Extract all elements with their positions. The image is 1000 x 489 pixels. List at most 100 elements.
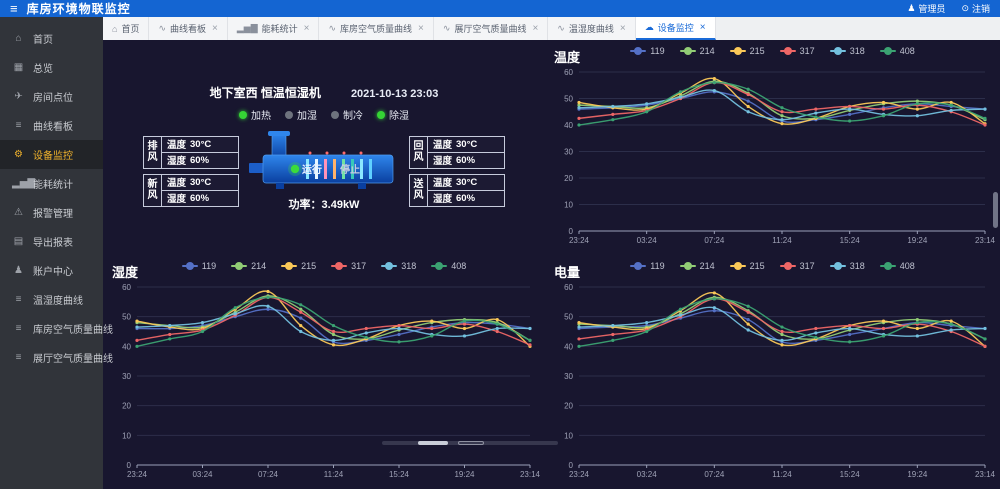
chart-title: 湿度 xyxy=(112,265,139,280)
legend-marker-icon xyxy=(331,262,348,270)
overview-icon: ▦ xyxy=(13,62,24,73)
chart-card: 湿度 119 214 215 317 318 408 0 10 20 30 40 50 60 23:24… xyxy=(103,255,545,489)
tab-close-icon[interactable]: × xyxy=(619,22,626,34)
mode-label: 加湿 xyxy=(297,111,317,122)
user-menu[interactable]: ♟ 管理员 xyxy=(907,2,945,15)
legend-label: 215 xyxy=(749,46,765,56)
machine-illustration: 运行 停止 xyxy=(249,131,394,189)
vent-column-right: 回风 温度 30°C 湿度 60% 送风 温度 30°C 湿度 60% xyxy=(409,135,505,207)
tab-close-icon[interactable]: × xyxy=(303,22,310,34)
sidebar-item[interactable]: ⚠ 报警管理 xyxy=(0,198,103,227)
legend-item-317[interactable]: 317 xyxy=(779,46,815,56)
tab-label: 库房空气质量曲线 xyxy=(340,24,413,34)
gridlines xyxy=(137,286,530,436)
svg-text:60: 60 xyxy=(564,283,573,292)
legend-item-119[interactable]: 119 xyxy=(181,261,216,271)
sidebar-item[interactable]: ⚙ 设备监控 xyxy=(0,140,103,169)
svg-text:20: 20 xyxy=(564,402,573,411)
sidebar-item[interactable]: ≡ 库房空气质量曲线 xyxy=(0,314,113,343)
tab[interactable]: ∿ 曲线看板 × xyxy=(149,17,228,40)
mode-status-dot xyxy=(285,110,293,119)
svg-text:19:24: 19:24 xyxy=(907,236,928,245)
legend-marker-icon xyxy=(829,262,846,270)
sidebar-item[interactable]: ▤ 导出报表 xyxy=(0,227,103,256)
series-line-408 xyxy=(577,81,987,127)
legend-item-318[interactable]: 318 xyxy=(829,46,865,56)
svg-text:23:24: 23:24 xyxy=(569,470,590,479)
sidebar-item[interactable]: ▂▅▇ 能耗统计 xyxy=(0,169,103,198)
legend-item-119[interactable]: 119 xyxy=(630,261,665,271)
legend-marker-icon xyxy=(281,262,298,270)
lines-icon: ≡ xyxy=(15,352,22,363)
legend-item-215[interactable]: 215 xyxy=(281,261,316,271)
menu-icon[interactable]: ≡ xyxy=(10,1,18,16)
home-icon: ⌂ xyxy=(15,33,22,44)
legend-item-215[interactable]: 215 xyxy=(729,46,765,56)
lines-icon: ≡ xyxy=(15,120,22,131)
svg-text:23:14: 23:14 xyxy=(975,470,996,479)
svg-text:20: 20 xyxy=(564,174,573,183)
legend-marker-icon xyxy=(729,262,746,270)
tab[interactable]: ∿ 展厅空气质量曲线 × xyxy=(433,17,549,40)
legend-item-408[interactable]: 408 xyxy=(431,261,466,271)
sidebar-item[interactable]: ≡ 曲线看板 xyxy=(0,111,103,140)
tab-label: 能耗统计 xyxy=(261,24,298,34)
legend-item-408[interactable]: 408 xyxy=(879,261,915,271)
legend-item-318[interactable]: 318 xyxy=(829,261,865,271)
tab-close-icon[interactable]: × xyxy=(418,22,424,34)
sidebar-item[interactable]: ⌂ 首页 xyxy=(0,24,103,53)
legend-label: 214 xyxy=(251,261,267,271)
mode-indicator: 除湿 xyxy=(377,107,409,122)
tab[interactable]: ⌂ 首页 × xyxy=(103,17,150,40)
x-axis: 23:24 03:24 07:24 11:24 15:24 19:24 23:14 xyxy=(127,464,541,479)
svg-text:15:24: 15:24 xyxy=(389,470,410,479)
svg-text:11:24: 11:24 xyxy=(772,470,792,479)
legend-item-408[interactable]: 408 xyxy=(879,46,915,56)
sidebar-item[interactable]: ≡ 展厅空气质量曲线 xyxy=(0,343,113,372)
sidebar-item[interactable]: ▦ 总览 xyxy=(0,53,103,82)
tab[interactable]: ∿ 温湿度曲线 × xyxy=(548,17,636,40)
user-label: 管理员 xyxy=(918,4,946,14)
legend-label: 119 xyxy=(650,46,665,56)
legend-item-317[interactable]: 317 xyxy=(779,261,815,271)
line-chart-svg: 0 10 20 30 40 50 60 23:24 03:24 07:24 11:24 15:24 19… xyxy=(122,283,541,479)
sidebar-item[interactable]: ≡ 温湿度曲线 xyxy=(0,285,103,314)
sidebar-item-label: 展厅空气质量曲线 xyxy=(33,354,113,365)
vent-box: 排风 温度 30°C 湿度 60% xyxy=(143,135,239,169)
tab[interactable]: ▂▅▇ 能耗统计 × xyxy=(227,17,320,40)
legend-label: 318 xyxy=(849,261,865,271)
logout-button[interactable]: ⊙ 注销 xyxy=(961,2,990,15)
vent-name: 送风 xyxy=(410,174,428,206)
legend-item-215[interactable]: 215 xyxy=(729,261,765,271)
vertical-scrollbar-thumb[interactable] xyxy=(993,192,998,228)
vent-hum-value: 60% xyxy=(456,154,476,166)
vent-temp-label: 温度 xyxy=(433,140,453,151)
legend-label: 214 xyxy=(699,46,715,56)
tab-close-icon[interactable]: × xyxy=(532,22,539,34)
legend-item-214[interactable]: 214 xyxy=(679,46,715,56)
power-label: 功率： xyxy=(288,199,322,211)
sidebar-item[interactable]: ♟ 账户中心 xyxy=(0,256,103,285)
tab-label: 温湿度曲线 xyxy=(568,24,614,34)
sidebar-item[interactable]: ✈ 房间点位 xyxy=(0,82,103,111)
tab[interactable]: ☁ 设备监控 × xyxy=(635,17,716,40)
vent-temp-value: 30°C xyxy=(190,176,212,188)
user-icon: ♟ xyxy=(14,265,23,276)
tab-close-icon[interactable]: × xyxy=(212,22,218,34)
mode-indicators: 加热 加湿 制冷 除湿 xyxy=(103,107,545,122)
horizontal-scrollbar-thumb[interactable] xyxy=(418,441,448,445)
horizontal-scrollbar[interactable] xyxy=(382,441,558,445)
legend-item-119[interactable]: 119 xyxy=(630,46,665,56)
sidebar-item-label: 账户中心 xyxy=(33,267,73,278)
legend-item-318[interactable]: 318 xyxy=(381,261,416,271)
chart-plot: 0 10 20 30 40 50 60 23:24 03:24 07:24 11:24 15:24 19… xyxy=(545,62,1000,255)
legend-item-214[interactable]: 214 xyxy=(679,261,715,271)
tab[interactable]: ∿ 库房空气质量曲线 × xyxy=(319,17,434,40)
curve-icon: ∿ xyxy=(158,23,166,33)
legend-marker-icon xyxy=(431,262,448,270)
tab-close-icon[interactable]: × xyxy=(699,21,706,33)
x-axis: 23:24 03:24 07:24 11:24 15:24 19:24 23:14 xyxy=(569,464,996,479)
svg-text:23:24: 23:24 xyxy=(127,470,148,479)
legend-item-317[interactable]: 317 xyxy=(331,261,366,271)
legend-item-214[interactable]: 214 xyxy=(231,261,266,271)
